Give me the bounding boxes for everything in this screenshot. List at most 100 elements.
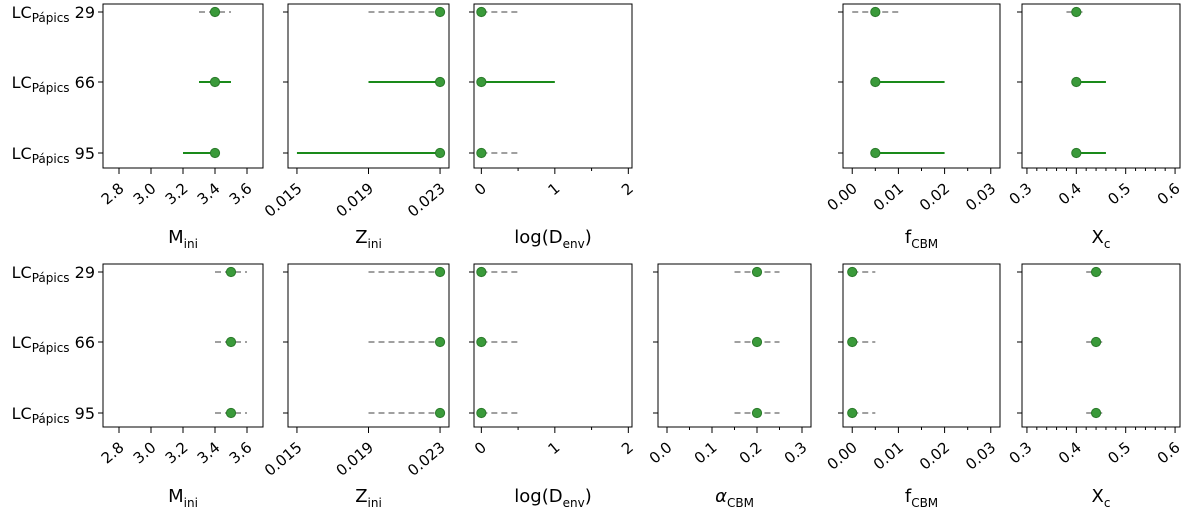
panel-frame	[473, 3, 633, 169]
data-point	[476, 266, 487, 278]
data-point	[434, 266, 446, 278]
x-tick-label: 3.6	[226, 438, 256, 467]
data-point	[476, 147, 487, 159]
panel-top-Z: 0.015 0.019 0.023 Zini	[261, 3, 450, 251]
x-tick-label: 0.03	[962, 179, 999, 214]
data-point	[225, 407, 237, 419]
x-tick-label: 0.5	[1104, 438, 1134, 467]
x-tick-label: 2	[618, 179, 637, 199]
data-point	[751, 336, 763, 348]
panel-frame	[842, 3, 1001, 169]
data-point	[209, 76, 221, 88]
x-axis-label: Mini	[168, 486, 198, 510]
panel-frame	[102, 3, 264, 169]
x-tick-label: 0.015	[261, 179, 305, 220]
x-tick-label: 2.8	[98, 438, 128, 467]
x-tick-label: 1	[545, 179, 564, 199]
row-label: LCPápics 29	[12, 3, 95, 25]
x-tick-label: 3.2	[162, 179, 192, 208]
data-point	[1071, 6, 1082, 18]
panel-top-X: 0.3 0.4 0.5 0.6 Xc	[1006, 3, 1184, 251]
x-tick-label: 3.6	[226, 179, 256, 208]
row-label: LCPápics 66	[12, 333, 95, 355]
data-point	[751, 407, 763, 419]
panel-bottom-M: 2.8 3.0 3.2 3.4 3.6 Mini LCPápics 29 LCPápics 6…	[12, 263, 264, 510]
x-axis-label: fCBM	[905, 227, 938, 251]
data-point	[1090, 266, 1102, 278]
panel-bottom-a: 0.0 0.1 0.2 0.3 αCBM	[646, 263, 812, 510]
data-point	[1071, 147, 1082, 159]
data-point	[434, 76, 446, 88]
x-tick-label: 0.3	[1006, 179, 1036, 208]
data-point	[870, 147, 881, 159]
x-tick-label: 0	[471, 179, 490, 199]
x-tick-label: 0.01	[870, 179, 907, 214]
x-axis-label: fCBM	[905, 486, 938, 510]
data-point	[434, 407, 446, 419]
data-point	[434, 147, 446, 159]
x-tick-label: 0.019	[333, 179, 377, 220]
data-point	[847, 407, 858, 419]
data-point	[209, 147, 221, 159]
x-tick-label: 0.01	[870, 438, 907, 473]
data-point	[1071, 76, 1082, 88]
x-axis-label: Zini	[355, 486, 382, 510]
x-tick-label: 3.0	[130, 438, 160, 467]
panel-frame	[842, 263, 1001, 428]
panel-top-f: 0.00 0.01 0.02 0.03 fCBM	[824, 3, 1001, 251]
row-label: LCPápics 95	[12, 144, 95, 166]
row-label: LCPápics 66	[12, 73, 95, 95]
x-tick-label: 0.3	[1006, 438, 1036, 467]
data-point	[870, 76, 881, 88]
data-point	[751, 266, 763, 278]
data-point	[476, 407, 487, 419]
x-tick-label: 1	[545, 438, 564, 458]
x-axis-label: Xc	[1092, 227, 1111, 251]
x-axis-label: αCBM	[715, 486, 754, 510]
data-point	[209, 6, 221, 18]
x-tick-label: 3.0	[130, 179, 160, 208]
panel-frame	[1021, 263, 1181, 428]
data-point	[476, 336, 487, 348]
x-tick-label: 0.02	[916, 438, 953, 473]
x-tick-label: 0	[471, 438, 490, 458]
panel-bottom-D: 0 1 2 log(Denv)	[469, 263, 637, 510]
row-label: LCPápics 29	[12, 263, 95, 285]
x-tick-label: 0.02	[916, 179, 953, 214]
x-axis-label: Xc	[1092, 486, 1111, 510]
x-tick-label: 0.015	[261, 438, 305, 479]
data-point	[434, 6, 446, 18]
panel-frame	[287, 263, 450, 428]
x-tick-label: 0.03	[962, 438, 999, 473]
x-tick-label: 0.4	[1055, 438, 1085, 467]
x-tick-label: 0.023	[404, 179, 448, 220]
x-tick-label: 3.2	[162, 438, 192, 467]
x-tick-label: 0.00	[824, 438, 861, 473]
x-tick-label: 0.3	[781, 438, 811, 467]
panel-top-D: 0 1 2 log(Denv)	[469, 3, 637, 251]
x-tick-label: 0.2	[736, 438, 766, 467]
panel-bottom-Z: 0.015 0.019 0.023 Zini	[261, 263, 450, 510]
x-tick-label: 0.1	[691, 438, 721, 467]
data-point	[434, 336, 446, 348]
x-tick-label: 2.8	[98, 179, 128, 208]
panel-bottom-f: 0.00 0.01 0.02 0.03 fCBM	[824, 263, 1001, 510]
panel-frame	[1021, 3, 1181, 169]
panel-bottom-X: 0.3 0.4 0.5 0.6 Xc	[1006, 263, 1184, 510]
panel-frame	[473, 263, 633, 428]
data-point	[847, 336, 858, 348]
x-tick-label: 0.00	[824, 179, 861, 214]
x-tick-label: 0.019	[333, 438, 377, 479]
data-point	[476, 76, 487, 88]
panel-top-M: 2.8 3.0 3.2 3.4 3.6 Mini LCPápics 29 LCPápics 6…	[12, 3, 264, 251]
data-point	[225, 266, 237, 278]
panel-frame	[657, 263, 812, 428]
x-axis-label: log(Denv)	[514, 486, 591, 510]
x-tick-label: 0.6	[1154, 179, 1184, 208]
data-point	[225, 336, 237, 348]
x-tick-label: 0.0	[646, 438, 676, 467]
data-point	[476, 6, 487, 18]
panel-frame	[102, 263, 264, 428]
x-tick-label: 2	[618, 438, 637, 458]
